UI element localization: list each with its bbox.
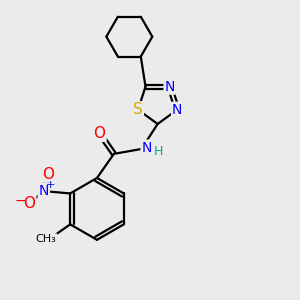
Text: N: N [165,80,175,94]
Text: CH₃: CH₃ [36,234,57,244]
Text: N: N [39,184,49,198]
Text: +: + [46,180,55,190]
Text: N: N [172,103,182,117]
Text: O: O [94,126,106,141]
Text: S: S [133,102,143,117]
Text: −: − [14,194,26,208]
Text: O: O [42,167,54,182]
Text: H: H [154,145,163,158]
Text: N: N [142,140,152,154]
Text: O: O [23,196,35,211]
